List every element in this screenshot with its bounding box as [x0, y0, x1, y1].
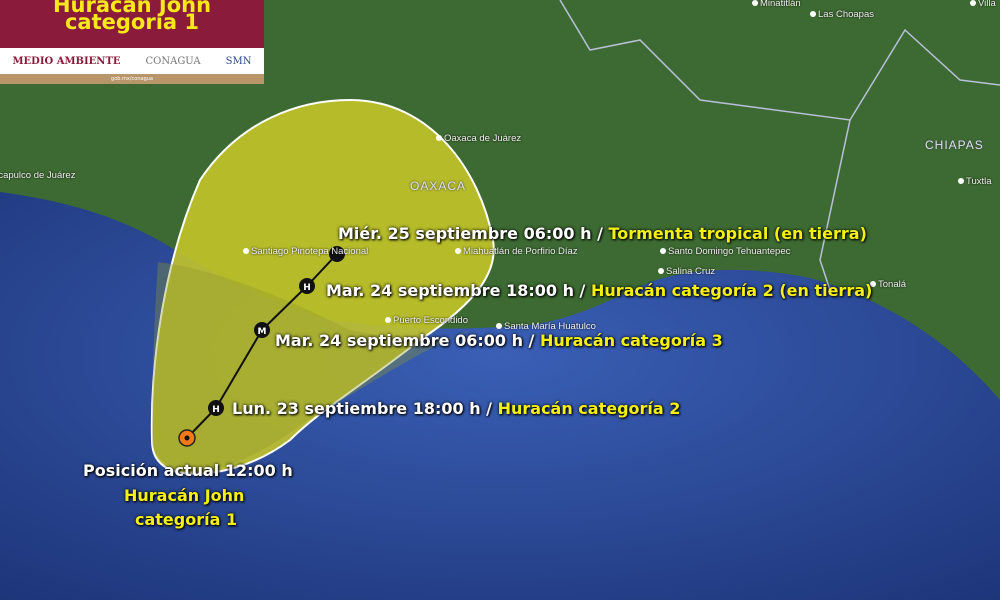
city-las-choapas: Las Choapas [810, 9, 874, 20]
forecast-cone [150, 98, 495, 475]
city-puerto-escondido: Puerto Escondido [385, 315, 468, 326]
city-pinotepa: Santiago Pinotepa Nacional [243, 246, 368, 257]
state-chiapas: CHIAPAS [925, 138, 984, 152]
marker-miercoles [329, 246, 345, 262]
current-position-label: Posición actual 12:00 h [83, 461, 293, 480]
marker-martes-18: H [299, 278, 315, 294]
forecast-label-martes-06: Mar. 24 septiembre 06:00 h / Huracán cat… [275, 331, 723, 350]
city-miahuatlan: Miahuatlán de Porfirio Díaz [455, 246, 578, 257]
forecast-label-lunes: Lun. 23 septiembre 18:00 h / Huracán cat… [232, 399, 681, 418]
current-storm-name: Huracán John [124, 486, 245, 505]
forecast-label-miercoles: Miér. 25 septiembre 06:00 h / Tormenta t… [338, 224, 867, 243]
city-acapulco: Acapulco de Juárez [0, 170, 76, 181]
banner-footer: gob.mx/conagua [0, 74, 264, 84]
city-minatitlan: Minatitlán [752, 0, 801, 9]
current-position-marker [178, 429, 196, 447]
state-oaxaca: OAXACA [410, 179, 467, 193]
banner-title: Huracán John categoría 1 [0, 0, 264, 48]
forecast-cone-inner [152, 262, 470, 472]
city-tonala: Tonalá [870, 279, 906, 290]
city-tehuantepec: Santo Domingo Tehuantepec [660, 246, 790, 257]
logos-bar: MEDIO AMBIENTE CONAGUA SMN [0, 48, 264, 74]
svg-text:M: M [258, 327, 267, 337]
marker-martes-06: M [254, 322, 270, 338]
marker-lunes: H [208, 400, 224, 416]
title-banner: Huracán John categoría 1 MEDIO AMBIENTE C… [0, 0, 264, 84]
city-oaxaca: Oaxaca de Juárez [436, 133, 521, 144]
city-salina-cruz: Salina Cruz [658, 266, 715, 277]
svg-text:H: H [212, 405, 220, 415]
city-villa: Villa [970, 0, 996, 9]
city-tuxtla: Tuxtla [958, 176, 992, 187]
current-storm-category: categoría 1 [135, 510, 238, 529]
logo-conagua: CONAGUA [145, 55, 201, 67]
logo-smn: SMN [225, 55, 252, 67]
logo-medio-ambiente: MEDIO AMBIENTE [12, 55, 121, 67]
svg-text:H: H [303, 283, 311, 293]
state-border [559, 0, 1000, 291]
forecast-label-martes-18: Mar. 24 septiembre 18:00 h / Huracán cat… [326, 281, 873, 300]
city-huatulco: Santa María Huatulco [496, 321, 596, 332]
